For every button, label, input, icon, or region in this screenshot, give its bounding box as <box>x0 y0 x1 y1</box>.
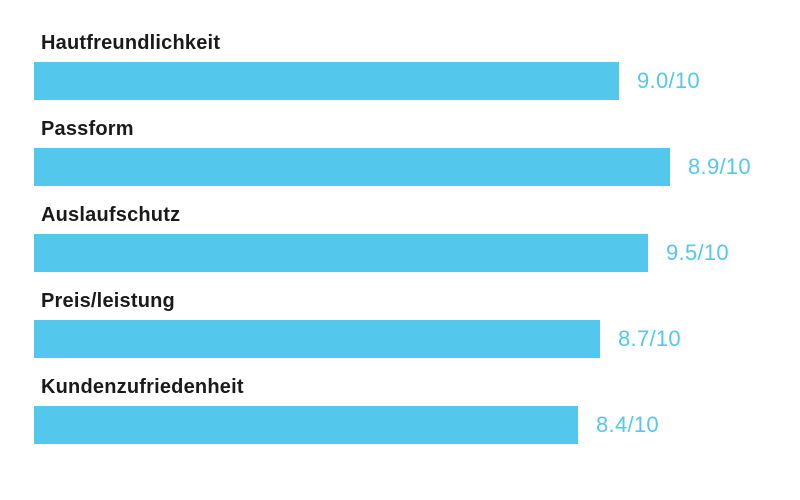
rating-bar <box>34 406 578 444</box>
chart-row: Auslaufschutz 9.5/10 <box>0 202 800 272</box>
category-label: Auslaufschutz <box>41 204 181 226</box>
rating-bar <box>34 234 648 272</box>
bar-track: 8.7/10 <box>34 320 800 358</box>
category-label: Kundenzufriedenheit <box>41 376 244 398</box>
rating-value: 9.0/10 <box>637 68 700 93</box>
chart-row: Kundenzufriedenheit 8.4/10 <box>0 374 800 444</box>
chart-row: Preis/leistung 8.7/10 <box>0 288 800 358</box>
chart-row: Passform 8.9/10 <box>0 116 800 186</box>
rating-bar <box>34 320 600 358</box>
bar-track: 9.0/10 <box>34 62 800 100</box>
bar-track: 8.4/10 <box>34 406 800 444</box>
category-label: Passform <box>41 118 134 140</box>
bar-track: 8.9/10 <box>34 148 800 186</box>
rating-value: 8.4/10 <box>596 412 659 437</box>
category-label: Hautfreundlichkeit <box>41 32 221 54</box>
rating-bar <box>34 62 619 100</box>
rating-value: 8.9/10 <box>688 154 751 179</box>
category-label: Preis/leistung <box>41 290 175 312</box>
rating-bar <box>34 148 670 186</box>
bar-track: 9.5/10 <box>34 234 800 272</box>
rating-value: 9.5/10 <box>666 240 729 265</box>
rating-value: 8.7/10 <box>618 326 681 351</box>
chart-row: Hautfreundlichkeit 9.0/10 <box>0 30 800 100</box>
